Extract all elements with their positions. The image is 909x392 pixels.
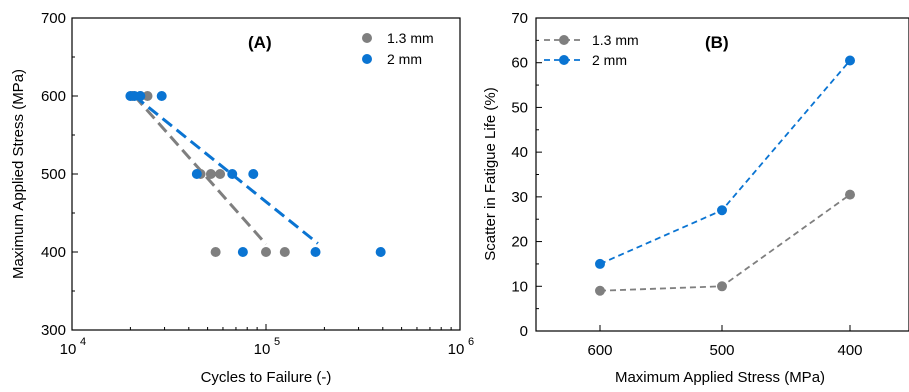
b-legend: 1.3 mm 2 mm bbox=[544, 32, 639, 68]
y-tick-label-b: 50 bbox=[511, 99, 528, 116]
point-2mm bbox=[227, 169, 238, 179]
point-1-3mm bbox=[215, 169, 226, 179]
y-tick-label-b: 70 bbox=[511, 10, 528, 27]
y-tick-label-b: 0 bbox=[520, 323, 528, 340]
point-2mm bbox=[156, 91, 167, 101]
legend-marker-b bbox=[559, 35, 569, 45]
legend-label-b: 2 mm bbox=[592, 52, 627, 68]
legend-marker-a bbox=[362, 54, 372, 64]
point-2mm bbox=[845, 55, 855, 66]
point-2mm bbox=[375, 247, 386, 257]
point-2mm bbox=[191, 169, 202, 179]
x-tick-label-a: 10 bbox=[254, 341, 271, 358]
point-2mm bbox=[237, 247, 248, 257]
point-1-3mm bbox=[205, 169, 216, 179]
x-tick-exponent-a: 4 bbox=[80, 336, 86, 348]
trend-line-2mm bbox=[133, 94, 319, 245]
point-2mm bbox=[310, 247, 321, 257]
legend-marker-b bbox=[559, 55, 569, 65]
x-tick-label-b: 600 bbox=[587, 342, 612, 359]
panel-label-a: (A) bbox=[248, 33, 272, 52]
y-tick-label-b: 10 bbox=[511, 278, 528, 295]
y-tick-label-b: 20 bbox=[511, 234, 528, 251]
x-tick-label-a: 10 bbox=[60, 341, 77, 358]
x-tick-exponent-a: 5 bbox=[274, 336, 280, 348]
a-legend: 1.3 mm 2 mm bbox=[362, 30, 434, 67]
b-points bbox=[595, 55, 855, 296]
y-tick-label-a: 500 bbox=[41, 166, 66, 183]
x-tick-label-b: 500 bbox=[709, 342, 734, 359]
point-2mm bbox=[595, 258, 605, 269]
y-axis-title-b: Scatter in Fatigue Life (%) bbox=[482, 87, 499, 260]
b-series-lines bbox=[599, 59, 851, 292]
x-axis-title-b: Maximum Applied Stress (MPa) bbox=[615, 369, 825, 386]
point-2mm bbox=[248, 169, 259, 179]
series-line-2mm bbox=[599, 59, 851, 265]
x-tick-exponent-a: 6 bbox=[468, 336, 474, 348]
point-1-3mm bbox=[142, 91, 153, 101]
legend-label-b: 1.3 mm bbox=[592, 32, 639, 48]
b-ticks: 0 10 20 30 40 50 60 70 600 500 400 bbox=[511, 10, 862, 359]
y-tick-label-b: 40 bbox=[511, 144, 528, 161]
legend-label-a: 2 mm bbox=[387, 51, 422, 67]
y-tick-label-a: 600 bbox=[41, 88, 66, 105]
x-tick-label-b: 400 bbox=[837, 342, 862, 359]
legend-marker-a bbox=[362, 33, 372, 43]
y-tick-label-a: 300 bbox=[41, 322, 66, 339]
y-tick-label-b: 60 bbox=[511, 55, 528, 72]
y-tick-label-a: 400 bbox=[41, 244, 66, 261]
point-1-3mm bbox=[845, 189, 855, 200]
point-1-3mm bbox=[717, 281, 727, 292]
point-2mm bbox=[135, 91, 146, 101]
point-2mm bbox=[717, 205, 727, 216]
panel-label-b: (B) bbox=[705, 33, 729, 52]
y-tick-label-b: 30 bbox=[511, 189, 528, 206]
a-points bbox=[125, 91, 386, 257]
y-axis-title-a: Maximum Applied Stress (MPa) bbox=[10, 69, 27, 279]
point-1-3mm bbox=[261, 247, 271, 257]
point-1-3mm bbox=[595, 285, 605, 296]
point-1-3mm bbox=[210, 247, 221, 257]
y-tick-label-a: 700 bbox=[41, 10, 66, 27]
point-1-3mm bbox=[279, 247, 290, 257]
a-trend-lines bbox=[133, 94, 319, 246]
x-axis-title-a: Cycles to Failure (-) bbox=[201, 369, 332, 386]
legend-label-a: 1.3 mm bbox=[387, 30, 434, 46]
x-tick-label-a: 10 bbox=[448, 341, 465, 358]
